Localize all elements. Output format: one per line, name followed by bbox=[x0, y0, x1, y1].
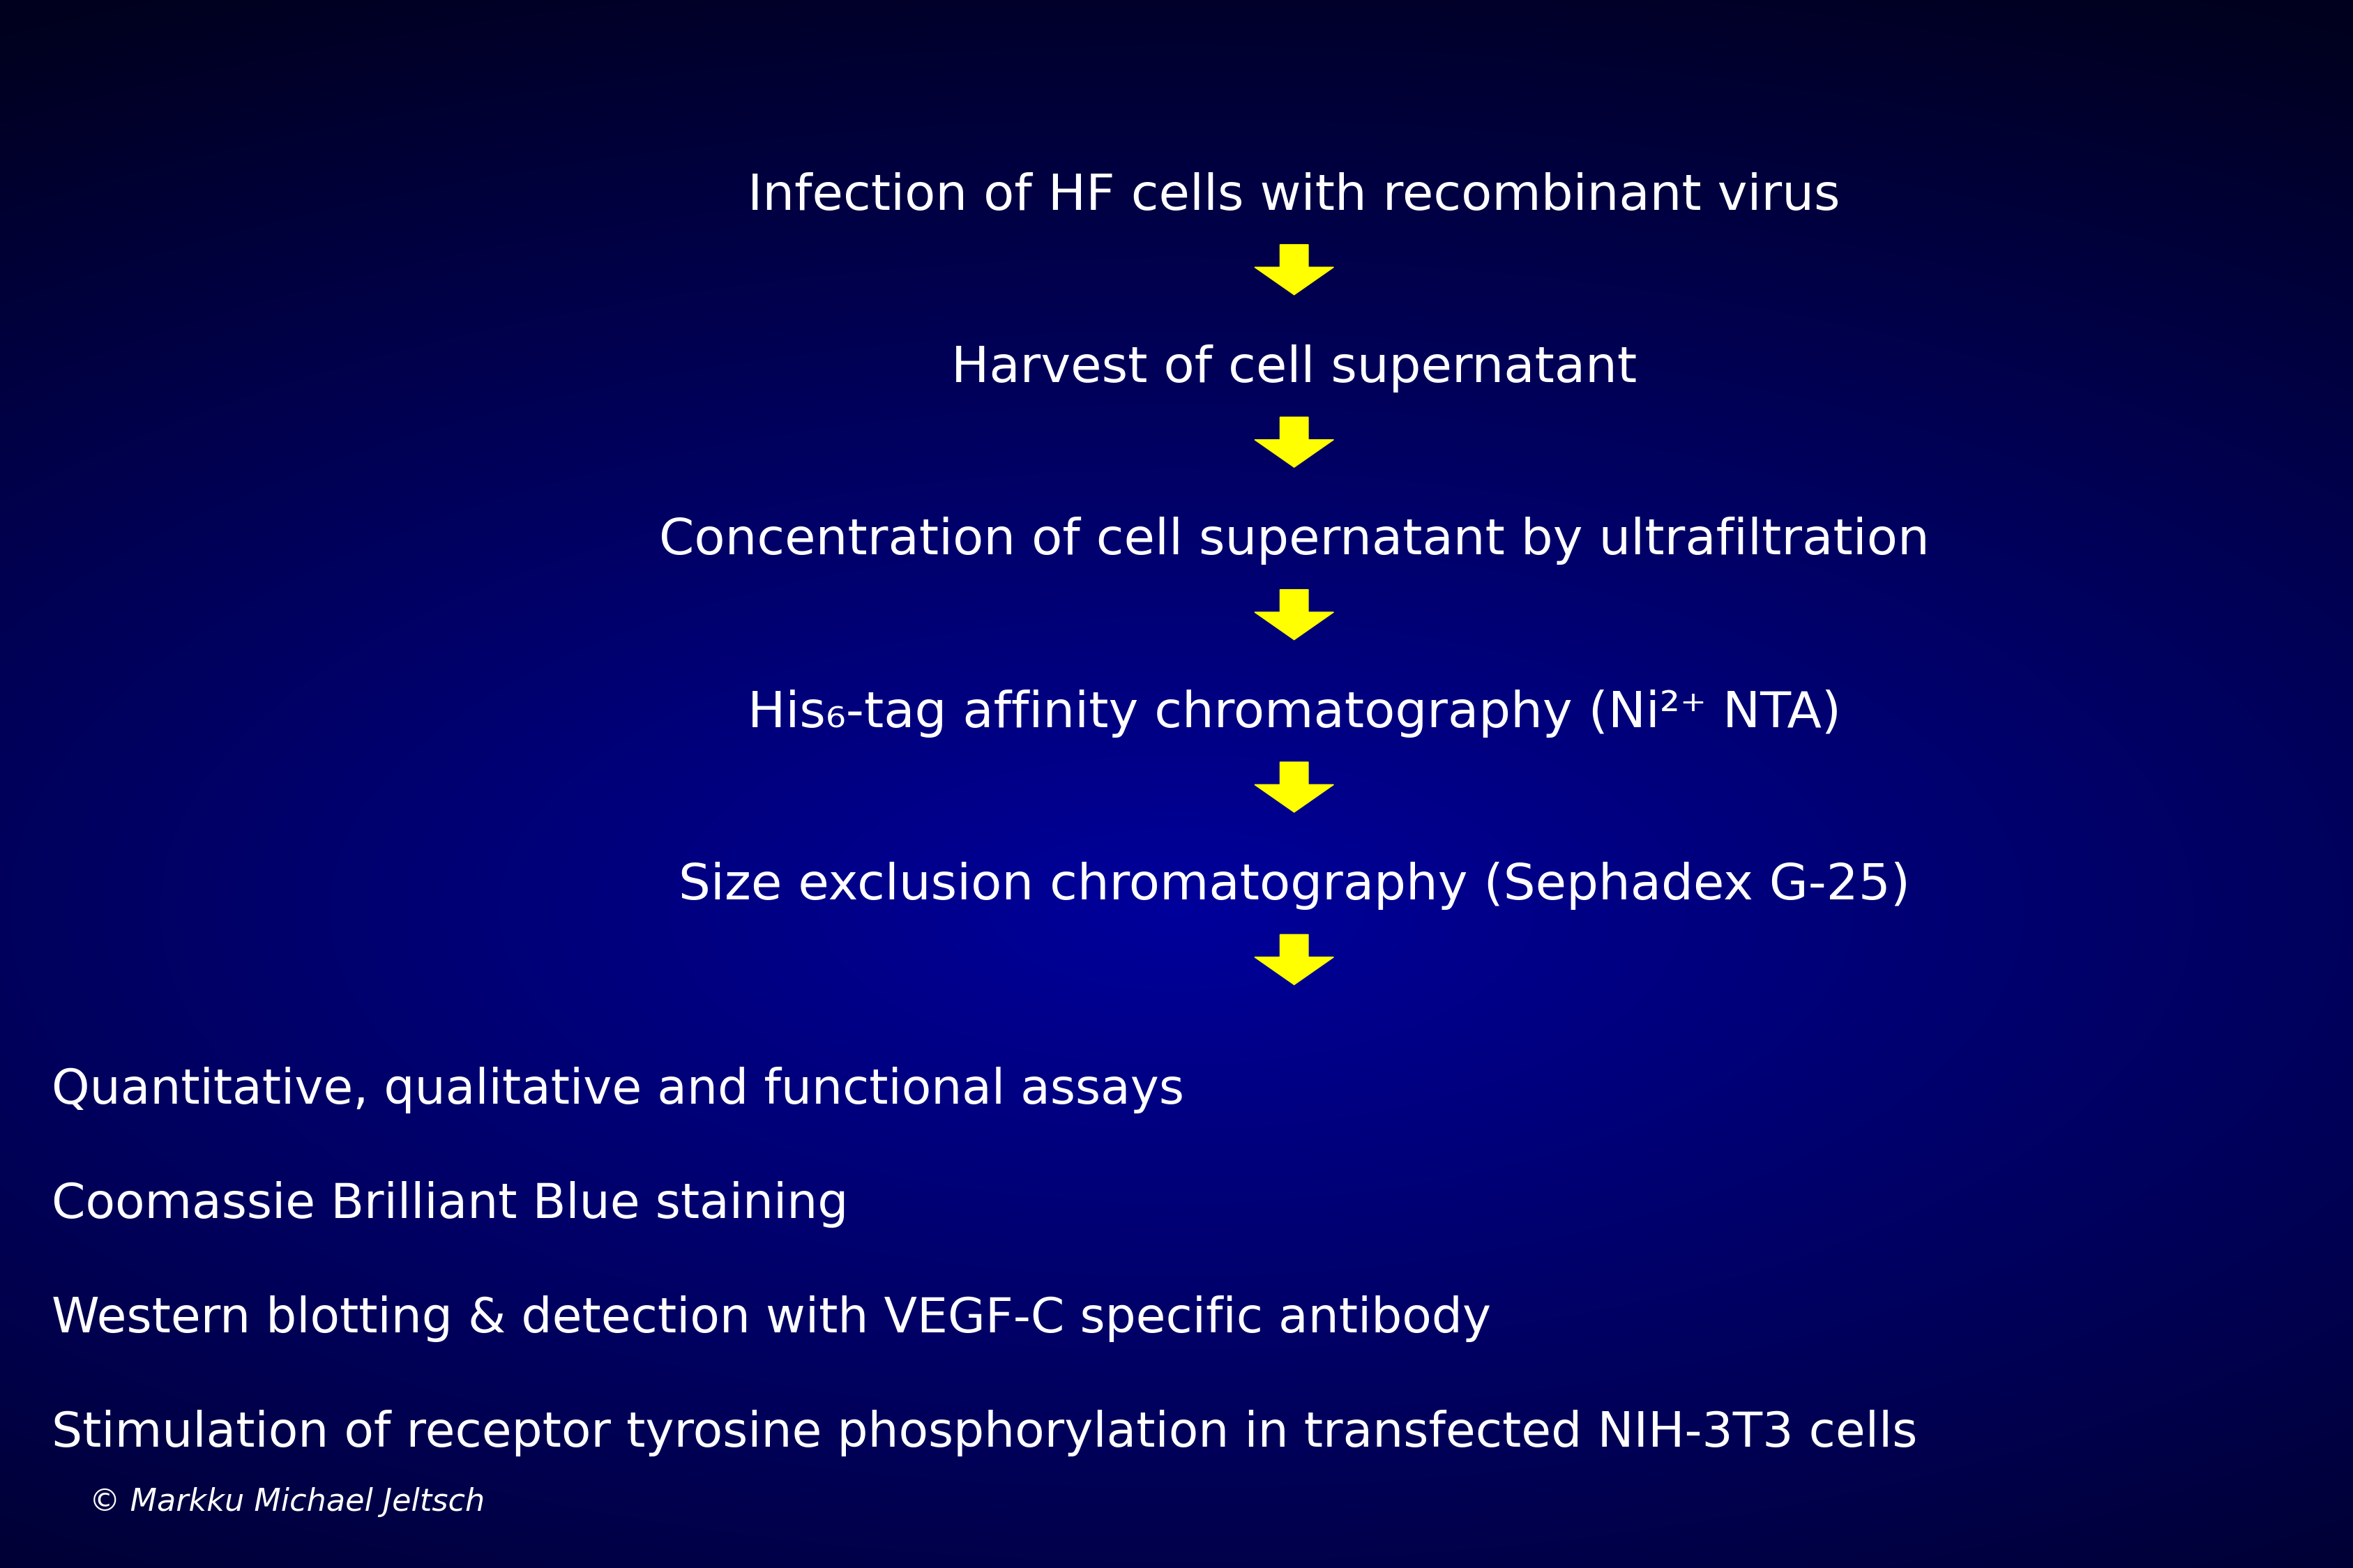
Text: Quantitative, qualitative and functional assays: Quantitative, qualitative and functional… bbox=[52, 1066, 1184, 1113]
Text: Concentration of cell supernatant by ultrafiltration: Concentration of cell supernatant by ult… bbox=[659, 517, 1929, 564]
Text: Coomassie Brilliant Blue staining: Coomassie Brilliant Blue staining bbox=[52, 1181, 849, 1228]
Text: His₆-tag affinity chromatography (Ni²⁺ NTA): His₆-tag affinity chromatography (Ni²⁺ N… bbox=[748, 690, 1840, 737]
FancyArrow shape bbox=[1254, 935, 1334, 985]
Text: Harvest of cell supernatant: Harvest of cell supernatant bbox=[951, 345, 1638, 392]
Text: Infection of HF cells with recombinant virus: Infection of HF cells with recombinant v… bbox=[748, 172, 1840, 220]
FancyArrow shape bbox=[1254, 590, 1334, 640]
FancyArrow shape bbox=[1254, 762, 1334, 812]
Text: Size exclusion chromatography (Sephadex G-25): Size exclusion chromatography (Sephadex … bbox=[678, 862, 1911, 909]
Text: © Markku Michael Jeltsch: © Markku Michael Jeltsch bbox=[89, 1486, 485, 1518]
FancyArrow shape bbox=[1254, 245, 1334, 295]
Text: Stimulation of receptor tyrosine phosphorylation in transfected NIH-3T3 cells: Stimulation of receptor tyrosine phospho… bbox=[52, 1410, 1918, 1457]
FancyArrow shape bbox=[1254, 417, 1334, 467]
Text: Western blotting & detection with VEGF-C specific antibody: Western blotting & detection with VEGF-C… bbox=[52, 1295, 1492, 1342]
